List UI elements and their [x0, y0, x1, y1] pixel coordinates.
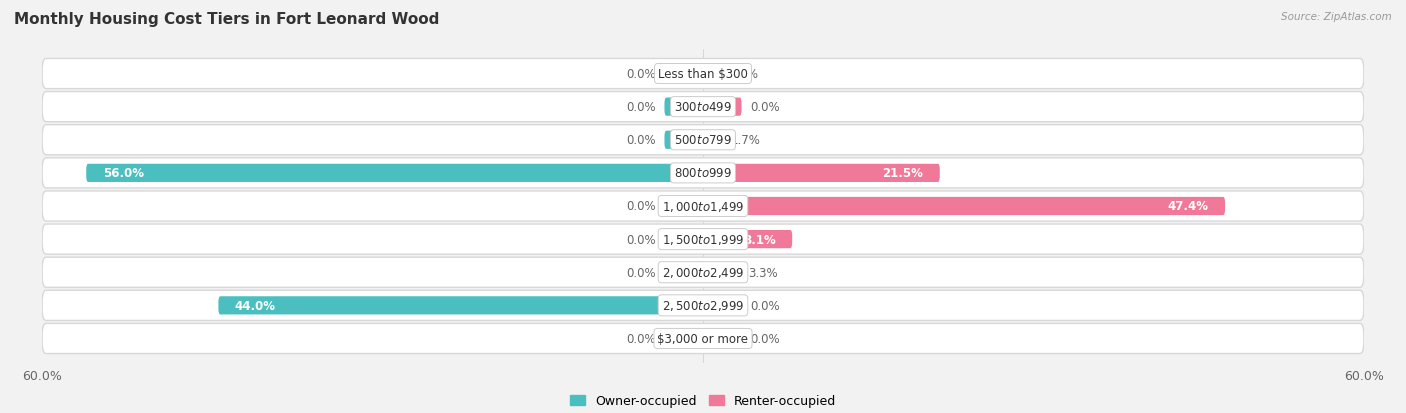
FancyBboxPatch shape	[703, 263, 740, 282]
FancyBboxPatch shape	[42, 192, 1364, 221]
Text: 3.3%: 3.3%	[748, 266, 778, 279]
Text: $2,500 to $2,999: $2,500 to $2,999	[662, 299, 744, 313]
FancyBboxPatch shape	[665, 263, 703, 282]
Text: 0.0%: 0.0%	[626, 101, 655, 114]
Text: $1,000 to $1,499: $1,000 to $1,499	[662, 199, 744, 214]
Text: 56.0%: 56.0%	[103, 167, 143, 180]
Text: $2,000 to $2,499: $2,000 to $2,499	[662, 266, 744, 280]
FancyBboxPatch shape	[703, 330, 741, 348]
FancyBboxPatch shape	[42, 59, 1364, 89]
FancyBboxPatch shape	[703, 230, 792, 249]
Text: $500 to $799: $500 to $799	[673, 134, 733, 147]
Text: 0.0%: 0.0%	[751, 101, 780, 114]
FancyBboxPatch shape	[42, 225, 1364, 254]
Text: 1.7%: 1.7%	[731, 134, 761, 147]
Text: 0.0%: 0.0%	[626, 233, 655, 246]
Text: 0.0%: 0.0%	[626, 68, 655, 81]
Text: 0.0%: 0.0%	[626, 200, 655, 213]
Text: $3,000 or more: $3,000 or more	[658, 332, 748, 345]
FancyBboxPatch shape	[665, 131, 703, 150]
FancyBboxPatch shape	[665, 197, 703, 216]
FancyBboxPatch shape	[665, 98, 703, 116]
Text: $1,500 to $1,999: $1,500 to $1,999	[662, 233, 744, 247]
Text: 0.0%: 0.0%	[626, 134, 655, 147]
Text: 21.5%: 21.5%	[883, 167, 924, 180]
FancyBboxPatch shape	[42, 159, 1364, 188]
Text: 0.0%: 0.0%	[626, 266, 655, 279]
FancyBboxPatch shape	[703, 65, 713, 83]
FancyBboxPatch shape	[42, 258, 1364, 287]
Text: 0.0%: 0.0%	[626, 332, 655, 345]
FancyBboxPatch shape	[703, 98, 741, 116]
FancyBboxPatch shape	[703, 164, 939, 183]
FancyBboxPatch shape	[218, 297, 703, 315]
FancyBboxPatch shape	[42, 324, 1364, 354]
Text: 44.0%: 44.0%	[235, 299, 276, 312]
Text: 0.0%: 0.0%	[751, 299, 780, 312]
Text: Less than $300: Less than $300	[658, 68, 748, 81]
FancyBboxPatch shape	[42, 291, 1364, 320]
FancyBboxPatch shape	[665, 65, 703, 83]
FancyBboxPatch shape	[86, 164, 703, 183]
Text: 0.85%: 0.85%	[721, 68, 758, 81]
FancyBboxPatch shape	[42, 93, 1364, 122]
Text: Source: ZipAtlas.com: Source: ZipAtlas.com	[1281, 12, 1392, 22]
FancyBboxPatch shape	[703, 297, 741, 315]
FancyBboxPatch shape	[665, 230, 703, 249]
FancyBboxPatch shape	[703, 131, 721, 150]
Text: Monthly Housing Cost Tiers in Fort Leonard Wood: Monthly Housing Cost Tiers in Fort Leona…	[14, 12, 440, 27]
Text: 0.0%: 0.0%	[751, 332, 780, 345]
FancyBboxPatch shape	[703, 197, 1225, 216]
FancyBboxPatch shape	[665, 330, 703, 348]
Text: 8.1%: 8.1%	[742, 233, 776, 246]
Text: $300 to $499: $300 to $499	[673, 101, 733, 114]
Text: 47.4%: 47.4%	[1167, 200, 1209, 213]
Legend: Owner-occupied, Renter-occupied: Owner-occupied, Renter-occupied	[569, 394, 837, 408]
FancyBboxPatch shape	[42, 126, 1364, 155]
Text: $800 to $999: $800 to $999	[673, 167, 733, 180]
